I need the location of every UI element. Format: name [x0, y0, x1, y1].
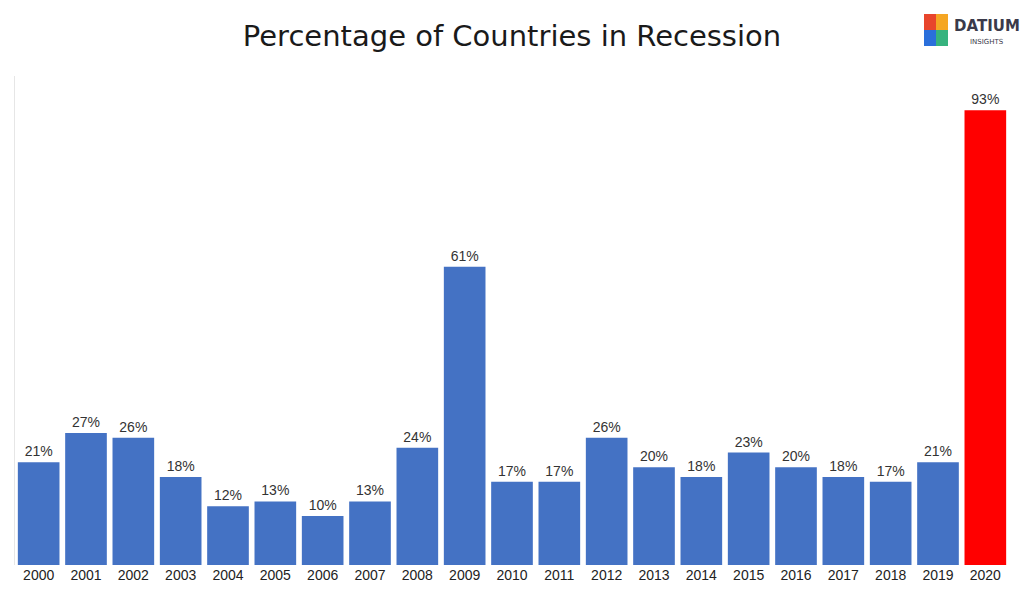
svg-text:2005: 2005: [260, 567, 291, 583]
svg-text:2008: 2008: [402, 567, 433, 583]
svg-text:18%: 18%: [829, 458, 857, 474]
svg-text:2019: 2019: [922, 567, 953, 583]
svg-text:20%: 20%: [640, 448, 668, 464]
svg-text:21%: 21%: [924, 443, 952, 459]
svg-text:2016: 2016: [780, 567, 811, 583]
svg-text:2000: 2000: [23, 567, 54, 583]
svg-text:26%: 26%: [119, 419, 147, 435]
svg-text:2007: 2007: [354, 567, 385, 583]
svg-text:INSIGHTS: INSIGHTS: [970, 38, 1004, 46]
svg-text:2004: 2004: [212, 567, 243, 583]
svg-text:2009: 2009: [449, 567, 480, 583]
svg-text:2010: 2010: [496, 567, 527, 583]
svg-text:2018: 2018: [875, 567, 906, 583]
svg-text:17%: 17%: [498, 463, 526, 479]
svg-text:13%: 13%: [261, 482, 289, 498]
svg-text:DATIUM: DATIUM: [954, 17, 1020, 35]
svg-text:20%: 20%: [782, 448, 810, 464]
svg-text:2011: 2011: [544, 567, 574, 583]
svg-text:10%: 10%: [309, 497, 337, 513]
svg-text:23%: 23%: [735, 434, 763, 450]
svg-text:26%: 26%: [593, 419, 621, 435]
svg-text:2003: 2003: [165, 567, 196, 583]
svg-text:2017: 2017: [828, 567, 859, 583]
svg-text:2012: 2012: [591, 567, 622, 583]
svg-text:12%: 12%: [214, 487, 242, 503]
svg-text:2006: 2006: [307, 567, 338, 583]
svg-text:17%: 17%: [877, 463, 905, 479]
svg-text:21%: 21%: [25, 443, 53, 459]
svg-text:2013: 2013: [638, 567, 669, 583]
svg-text:2015: 2015: [733, 567, 764, 583]
svg-text:18%: 18%: [167, 458, 195, 474]
svg-text:2002: 2002: [118, 567, 149, 583]
svg-text:18%: 18%: [687, 458, 715, 474]
svg-text:17%: 17%: [545, 463, 573, 479]
svg-text:Percentage of Countries in Rec: Percentage of Countries in Recession: [243, 19, 781, 53]
svg-text:24%: 24%: [403, 429, 431, 445]
svg-text:13%: 13%: [356, 482, 384, 498]
svg-text:61%: 61%: [451, 248, 479, 264]
svg-text:2020: 2020: [970, 567, 1001, 583]
svg-text:27%: 27%: [72, 414, 100, 430]
svg-text:2001: 2001: [70, 567, 101, 583]
svg-text:2014: 2014: [686, 567, 717, 583]
svg-text:93%: 93%: [971, 91, 999, 107]
